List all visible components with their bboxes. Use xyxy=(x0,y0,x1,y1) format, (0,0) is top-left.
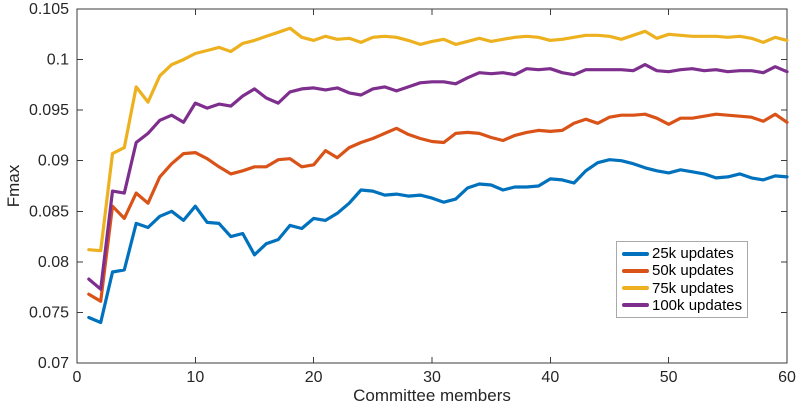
x-axis-tick-label: 40 xyxy=(541,369,559,386)
legend-item: 25k updates xyxy=(622,245,742,262)
y-axis-tick-label: 0.07 xyxy=(38,355,69,372)
legend-label: 75k updates xyxy=(652,279,734,297)
series-line-75k-updates xyxy=(87,26,789,253)
series-line-50k-updates xyxy=(87,112,789,303)
legend-label: 50k updates xyxy=(652,262,734,280)
legend-line-sample-75k xyxy=(622,286,649,291)
y-axis-tick-label: 0.09 xyxy=(38,153,69,170)
legend-label: 100k updates xyxy=(652,296,743,314)
x-axis-tick-label: 10 xyxy=(186,369,204,386)
y-axis-tick-label: 0.075 xyxy=(29,304,69,321)
legend-label: 25k updates xyxy=(652,245,734,263)
y-axis-tick-label: 0.095 xyxy=(29,102,69,119)
series-line-25k-updates xyxy=(87,158,789,325)
y-axis-tick-label: 0.085 xyxy=(29,203,69,220)
legend-item: 75k updates xyxy=(622,280,742,297)
y-axis-title: Fmax xyxy=(4,164,23,207)
x-axis-tick-label: 0 xyxy=(73,369,82,386)
x-axis-tick-label: 30 xyxy=(423,369,441,386)
x-axis-tick-label: 20 xyxy=(305,369,323,386)
legend-item: 100k updates xyxy=(622,297,742,314)
y-axis-tick-label: 0.105 xyxy=(29,1,69,18)
legend-line-sample-50k xyxy=(622,268,649,273)
y-axis-tick-label: 0.1 xyxy=(47,52,69,69)
y-axis-tick-label: 0.08 xyxy=(38,254,69,271)
legend: 25k updates 50k updates 75k updates 100k… xyxy=(616,241,748,318)
x-axis-tick-label: 50 xyxy=(660,369,678,386)
x-axis-tick-label: 60 xyxy=(778,369,796,386)
legend-line-sample-100k xyxy=(622,303,649,308)
legend-line-sample-25k xyxy=(622,251,649,256)
x-axis-title: Committee members xyxy=(353,386,511,405)
series-line-100k-updates xyxy=(87,62,789,291)
legend-item: 50k updates xyxy=(622,262,742,279)
